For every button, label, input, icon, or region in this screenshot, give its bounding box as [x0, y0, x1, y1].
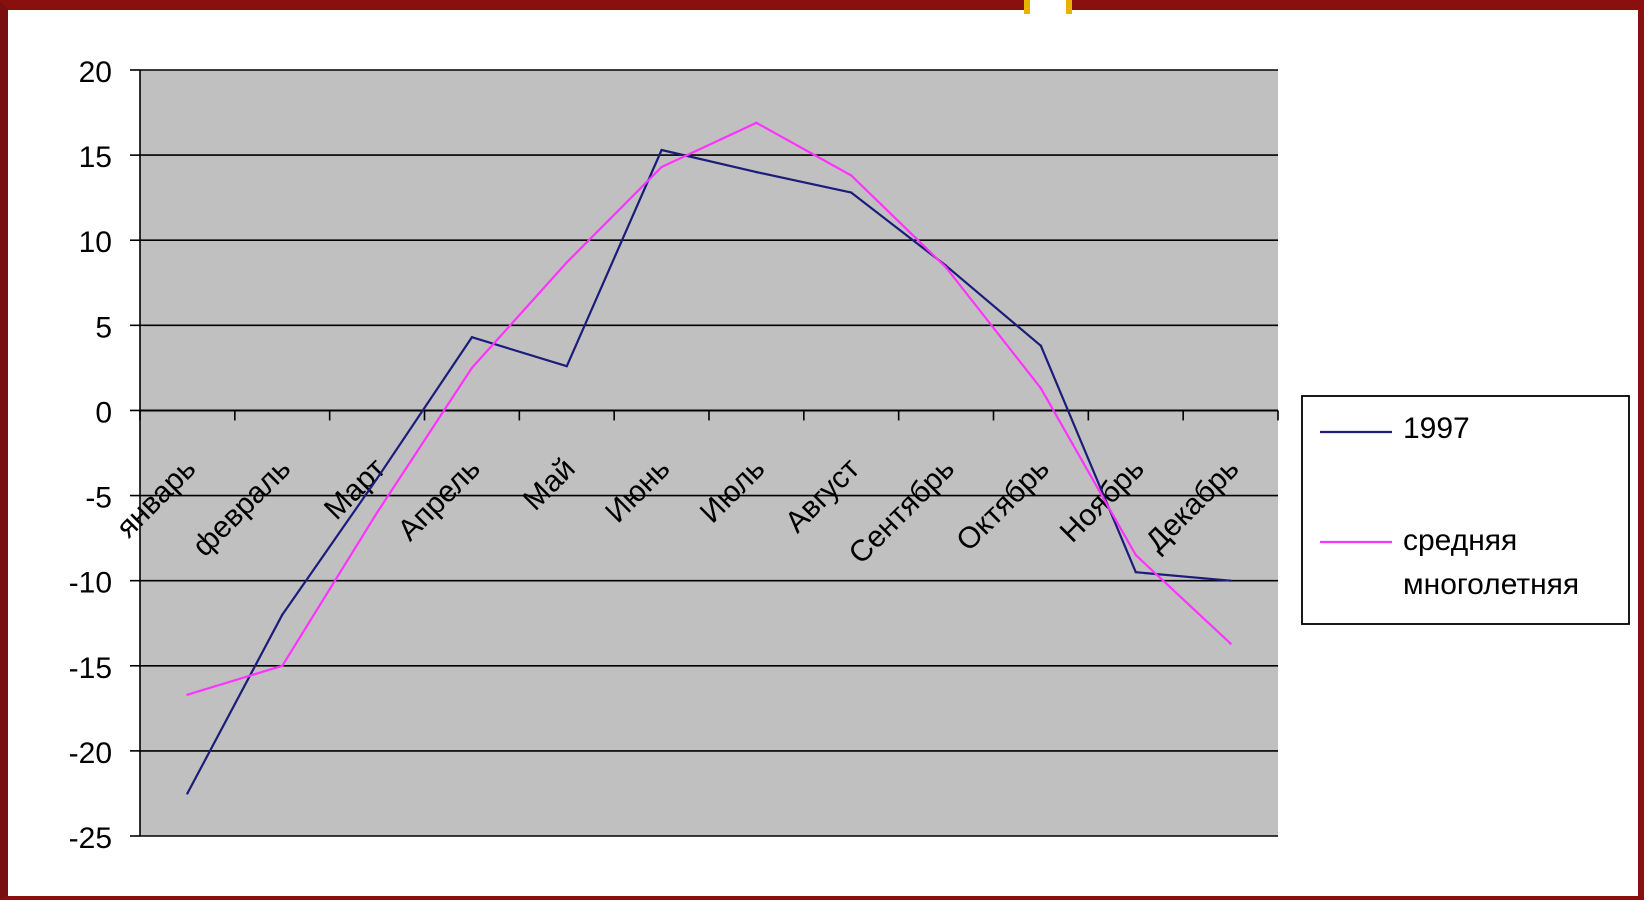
plot-area — [140, 70, 1278, 836]
data-point — [565, 364, 568, 368]
y-tick-label: -15 — [69, 652, 112, 685]
y-axis-ticks: 20 15 10 5 0 -5 -10 -15 -20 -25 — [69, 56, 140, 855]
data-point — [1229, 642, 1232, 645]
legend: 1997 средняя многолетняя — [1301, 395, 1630, 625]
y-tick-label: -5 — [85, 482, 112, 515]
data-point — [1229, 579, 1232, 582]
data-point — [850, 191, 853, 194]
data-point — [186, 792, 189, 795]
data-point — [850, 174, 853, 177]
data-point — [186, 693, 189, 696]
data-point — [281, 664, 284, 667]
y-tick-label: -10 — [69, 567, 112, 600]
data-point — [660, 148, 663, 152]
series-line-0 — [186, 148, 1231, 794]
data-point — [375, 511, 379, 514]
data-point — [1134, 570, 1137, 574]
legend-label: средняя многолетняя — [1403, 524, 1579, 601]
y-tick-label: -20 — [69, 737, 112, 770]
data-point — [755, 121, 758, 124]
series-line-1 — [187, 121, 1232, 696]
series-lines — [186, 121, 1232, 795]
data-point — [1039, 344, 1043, 347]
y-tick-label: 10 — [79, 226, 112, 259]
legend-label: 1997 — [1403, 412, 1470, 445]
y-tick-label: -25 — [69, 822, 112, 855]
data-point — [565, 261, 568, 264]
data-point — [660, 165, 663, 169]
y-tick-label: 20 — [79, 56, 112, 89]
y-tick-label: 0 — [95, 396, 112, 429]
data-point — [755, 170, 758, 174]
top-divider — [1024, 0, 1072, 14]
data-point — [944, 266, 948, 269]
y-tick-label: 15 — [79, 141, 112, 174]
legend-box — [1301, 395, 1630, 625]
data-point — [281, 613, 284, 616]
data-point — [1039, 387, 1043, 390]
data-point — [470, 336, 474, 339]
data-point — [375, 477, 379, 480]
data-point — [1134, 553, 1137, 557]
y-tick-label: 5 — [95, 311, 112, 344]
data-point — [470, 366, 474, 370]
